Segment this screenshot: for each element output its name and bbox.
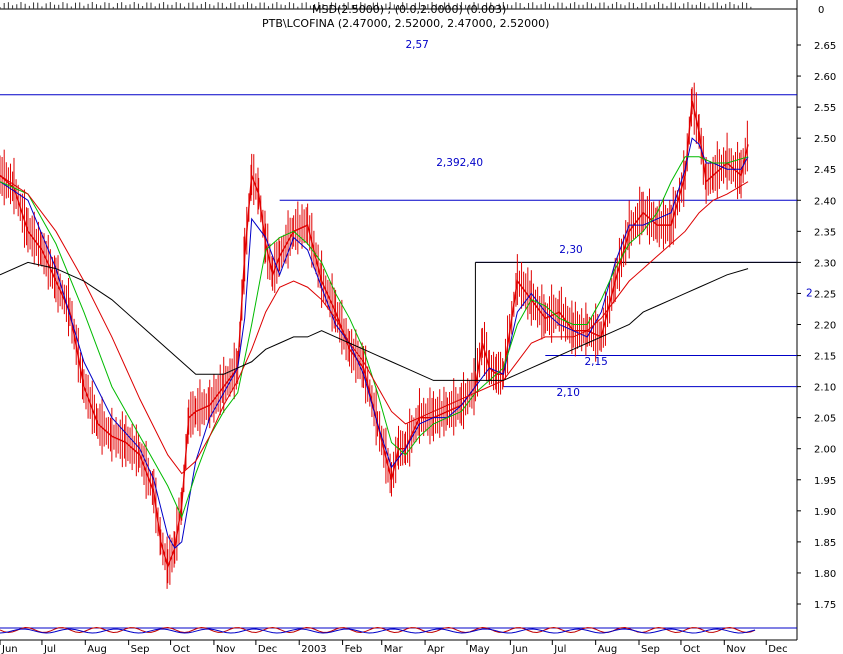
top-indicator-strip (0, 2, 797, 10)
y-tick-label: 2.50 (814, 134, 836, 145)
support-resistance-levels (0, 94, 797, 388)
x-tick-label: Apr (427, 644, 445, 654)
level-label: 2,15 (584, 356, 607, 368)
x-tick-label: Sep (641, 644, 660, 654)
x-tick-label: 2003 (301, 644, 326, 654)
x-tick-label: Jul (553, 644, 566, 654)
indicator-header-text: MSD(2.5000) ; (0.0,2.0000) (0.003) (312, 3, 506, 16)
x-tick-label: Oct (683, 644, 700, 654)
y-tick-label: 1.80 (814, 569, 836, 580)
y-tick-label: 2.30 (814, 258, 836, 269)
x-tick-label: Jul (43, 644, 56, 654)
x-tick-label: Feb (345, 644, 363, 654)
x-tick-label: Dec (768, 644, 787, 654)
y-tick-label: 2.20 (814, 321, 836, 332)
x-tick-label: Jun (1, 644, 18, 654)
x-tick-label: Aug (87, 644, 107, 654)
top-right-value: 0 (818, 5, 824, 16)
x-axis-ticks: Jun Jul Aug Sep Oct Nov Dec 2003 Feb Mar Apr May Jun… (0, 640, 788, 654)
y-tick-label: 1.90 (814, 507, 836, 518)
y-tick-label: 1.95 (814, 476, 836, 487)
x-tick-label: Nov (216, 644, 236, 654)
y-tick-label: 2.55 (814, 103, 836, 114)
level-label: 2,57 (405, 39, 428, 51)
y-tick-label: 2.45 (814, 165, 836, 176)
level-labels: 2,57 2,392,40 2,30 2,15 2,10 2 (405, 39, 812, 399)
y-tick-label: 2.00 (814, 445, 836, 456)
ma-medium-line (0, 156, 749, 519)
bottom-strip-line (0, 626, 756, 634)
y-tick-label: 2.60 (814, 72, 836, 83)
x-tick-label: Jun (511, 644, 528, 654)
y-axis-ticks: 2.65 2.60 2.55 2.50 2.45 2.40 2.35 2.30 2.25 2.20… (797, 41, 836, 611)
x-tick-label: Aug (598, 644, 618, 654)
y-tick-label: 1.85 (814, 538, 836, 549)
bottom-strip-line (0, 628, 756, 634)
level-label: 2,10 (557, 387, 580, 399)
ma-long-line (0, 175, 749, 475)
chart-title: PTB\LCOFINA (2.47000, 2.52000, 2.47000, … (262, 17, 549, 30)
ma-trend-line (0, 261, 749, 381)
x-tick-label: Nov (726, 644, 746, 654)
ma-short-line (0, 137, 749, 549)
y-tick-label: 2.65 (814, 41, 836, 52)
level-label: 2,392,40 (436, 157, 483, 169)
x-tick-label: Sep (131, 644, 150, 654)
x-tick-label: Mar (384, 644, 404, 654)
x-tick-label: Dec (258, 644, 277, 654)
y-tick-label: 2.10 (814, 383, 836, 394)
y-tick-label: 1.75 (814, 600, 836, 611)
y-tick-label: 2.25 (814, 289, 836, 300)
y-tick-label: 2.15 (814, 352, 836, 363)
y-tick-label: 2.35 (814, 227, 836, 238)
bottom-indicator-strip (0, 626, 797, 634)
x-tick-label: May (469, 644, 490, 654)
y-tick-label: 2.05 (814, 414, 836, 425)
level-label: 2,30 (559, 244, 582, 256)
truncated-right-label: 2 (806, 288, 813, 300)
series-layer (0, 82, 749, 589)
price-series (0, 82, 749, 589)
x-tick-label: Oct (173, 644, 190, 654)
y-tick-label: 2.40 (814, 196, 836, 207)
